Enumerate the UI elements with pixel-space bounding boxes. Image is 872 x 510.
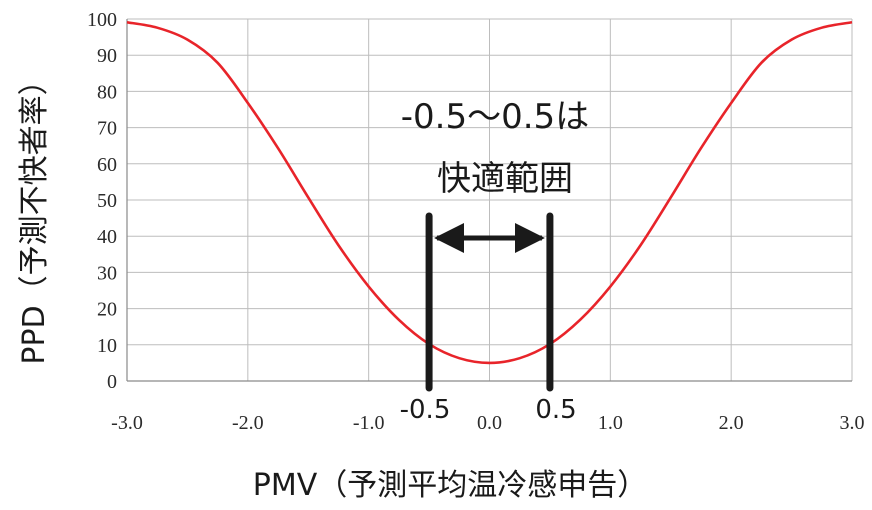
range-annotation-text: -0.5～0.5は [401,97,589,137]
comfort-annotation-text: 快適範囲 [437,159,573,199]
annotations [425,212,554,392]
x-tick-label: 3.0 [840,412,865,434]
x-tick-label: -1.0 [353,412,385,434]
left-marker-label: -0.5 [400,395,451,425]
y-tick-label: 80 [97,81,117,103]
x-tick-label: 2.0 [719,412,744,434]
x-tick-label: 0.0 [477,412,502,434]
x-tick-label: 1.0 [598,412,623,434]
y-tick-label: 30 [97,262,117,284]
y-tick-label: 100 [87,9,117,31]
tick-labels: -3.0 -2.0 -1.0 0.0 1.0 2.0 3.0 0 10 20 30 40 50 60 70 8… [87,9,865,434]
series-lines [126,20,853,365]
y-tick-label: 40 [97,226,117,248]
y-tick-label: 20 [97,299,117,321]
y-tick-label: 50 [97,190,117,212]
y-tick-label: 60 [97,154,117,176]
x-tick-label: -2.0 [232,412,264,434]
axes [126,19,852,382]
y-axis-title: PPD（予測不快者率） [17,65,52,364]
grid [126,18,853,382]
right-marker-label: 0.5 [535,395,576,425]
y-tick-label: 90 [97,45,117,67]
y-tick-label: 0 [107,371,117,393]
y-tick-label: 70 [97,118,117,140]
ppd-curve [126,20,853,365]
x-axis-title: PMV（予測平均温冷感申告） [253,468,648,503]
x-tick-label: -3.0 [111,412,143,434]
y-tick-label: 10 [97,335,117,357]
